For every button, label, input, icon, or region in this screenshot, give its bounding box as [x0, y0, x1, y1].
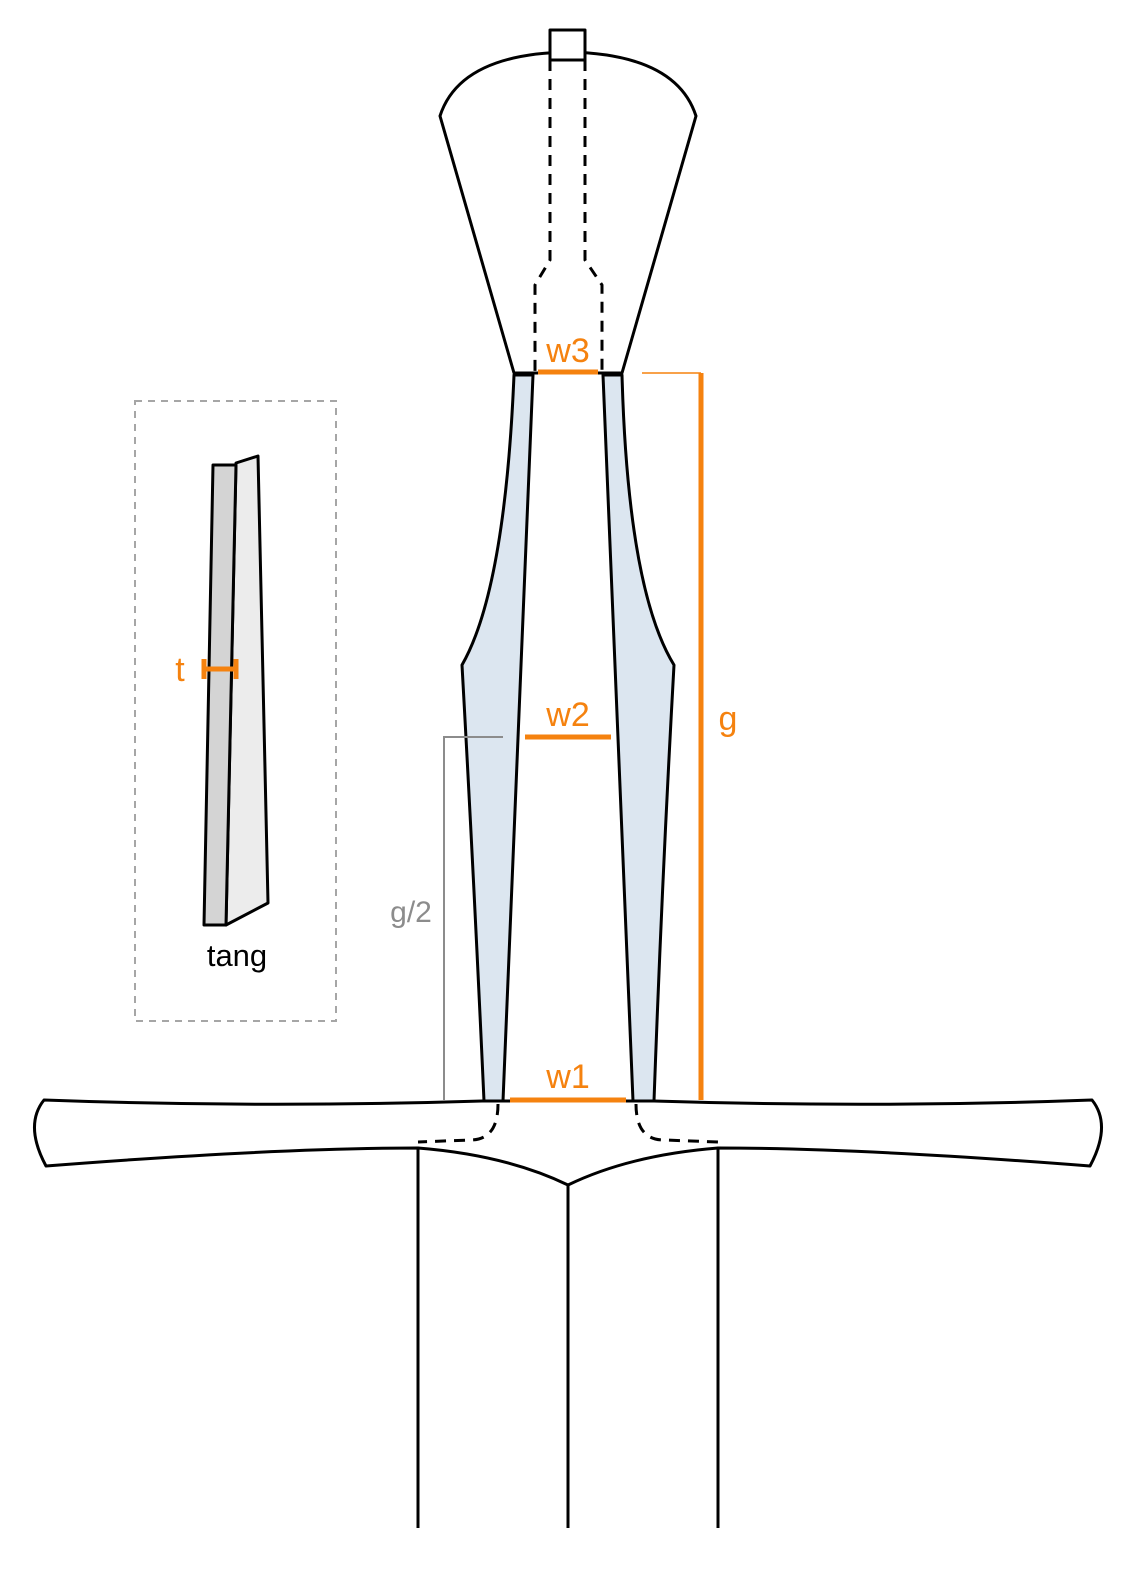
- w1-label: w1: [545, 1058, 589, 1096]
- t-label: t: [175, 651, 185, 689]
- dimensions: [443, 369, 704, 1103]
- tang-hidden-upper: [533, 60, 604, 375]
- tang-face-dark: [202, 463, 238, 927]
- grip-right-half: [601, 373, 676, 1103]
- w2-label: w2: [545, 696, 589, 734]
- w3-label: w3: [545, 332, 589, 370]
- g-half-guide-line: [443, 736, 503, 1100]
- g-half-label: g/2: [390, 896, 432, 929]
- blade: [416, 1148, 720, 1528]
- g-label: g: [719, 700, 738, 738]
- tang-hidden-lower: [417, 1103, 719, 1144]
- tang-peen: [548, 28, 587, 62]
- tang-inset-frame: [134, 400, 337, 1022]
- pommel-outline: [438, 50, 698, 375]
- tang-inset: t tang: [134, 400, 337, 1022]
- cross-guard-outline: [33, 1098, 1103, 1187]
- pommel: [438, 28, 698, 375]
- cross-guard: [33, 1098, 1103, 1187]
- tang-label: tang: [207, 938, 267, 973]
